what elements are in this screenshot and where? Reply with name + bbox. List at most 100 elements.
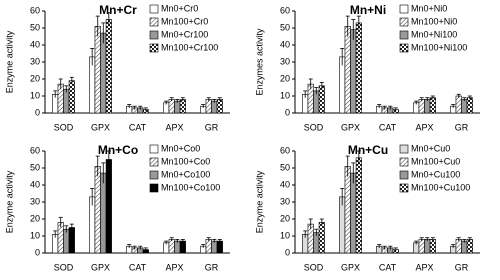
legend-swatch <box>399 17 409 27</box>
x-tick-label: CAT <box>379 122 397 132</box>
bar <box>100 172 107 254</box>
x-tick-label: GPX <box>91 122 110 132</box>
x-tick-label: SOD <box>304 262 324 272</box>
y-tick-label: 60 <box>30 145 40 155</box>
legend-label: Mn0+Ni0 <box>411 3 447 13</box>
bar <box>68 227 75 254</box>
bar <box>461 240 468 254</box>
x-tick-label: GR <box>205 122 219 132</box>
legend-swatch <box>399 183 409 193</box>
bar <box>211 240 218 254</box>
x-tick-label: APX <box>415 122 433 132</box>
bar <box>63 228 70 254</box>
y-tick-label: 30 <box>30 56 40 66</box>
bar <box>216 99 223 114</box>
bar <box>429 239 436 254</box>
y-tick-label: 10 <box>30 90 40 100</box>
x-tick-label: SOD <box>304 122 324 132</box>
legend-swatch <box>399 30 409 40</box>
y-tick-label: 30 <box>280 196 290 206</box>
legend-swatch <box>149 30 159 40</box>
chart-title: Mn+Co <box>98 143 138 157</box>
legend-swatch <box>149 157 159 167</box>
x-tick-label: GR <box>455 262 469 272</box>
y-tick-label: 20 <box>30 73 40 83</box>
y-tick-label: 20 <box>280 213 290 223</box>
legend-label: Mn0+Cr100 <box>161 29 208 39</box>
bar <box>94 166 101 254</box>
legend-swatch <box>149 183 159 193</box>
legend-swatch <box>399 4 409 14</box>
legend-label: Mn0+Co100 <box>161 169 210 179</box>
legend-label: Mn100+Ni0 <box>411 16 457 26</box>
y-axis-label: Enzyme activity <box>4 170 14 233</box>
bar <box>100 32 107 114</box>
y-tick-label: 60 <box>280 5 290 15</box>
bar <box>355 22 362 114</box>
bar <box>424 99 431 114</box>
bar <box>461 99 468 114</box>
bar <box>216 240 223 254</box>
y-tick-label: 60 <box>280 145 290 155</box>
bar <box>105 159 112 254</box>
bar <box>418 99 425 114</box>
bar <box>355 157 362 254</box>
bar <box>429 97 436 114</box>
x-tick-label: CAT <box>129 122 147 132</box>
x-tick-label: GPX <box>341 262 360 272</box>
legend-label: Mn0+Cu100 <box>411 169 460 179</box>
bar <box>179 240 186 254</box>
y-tick-label: 40 <box>30 179 40 189</box>
bar <box>211 100 218 114</box>
legend-swatch <box>149 17 159 27</box>
legend-swatch <box>149 144 159 154</box>
legend-swatch <box>149 43 159 53</box>
legend-label: Mn100+Cr0 <box>161 16 208 26</box>
legend-label: Mn100+Ni100 <box>411 42 467 52</box>
legend-label: Mn100+Cu0 <box>411 156 460 166</box>
x-tick-label: SOD <box>54 262 74 272</box>
y-tick-label: 0 <box>35 247 40 257</box>
bar <box>205 99 212 114</box>
y-tick-label: 10 <box>280 230 290 240</box>
bar <box>350 172 357 254</box>
legend-label: Mn0+Cr0 <box>161 3 198 13</box>
legend-swatch <box>399 157 409 167</box>
x-tick-label: CAT <box>379 262 397 272</box>
x-tick-label: APX <box>165 122 183 132</box>
y-tick-label: 0 <box>285 247 290 257</box>
bar <box>424 239 431 254</box>
y-tick-label: 30 <box>280 56 290 66</box>
bar <box>466 239 473 254</box>
x-tick-label: APX <box>165 262 183 272</box>
bar <box>455 239 462 254</box>
y-tick-label: 40 <box>30 39 40 49</box>
legend-swatch <box>149 4 159 14</box>
y-tick-label: 50 <box>280 22 290 32</box>
bar <box>174 100 181 114</box>
y-tick-label: 40 <box>280 39 290 49</box>
y-axis-label: Enzymes activity <box>254 28 264 96</box>
y-tick-label: 30 <box>30 196 40 206</box>
legend-label: Mn100+Cr100 <box>161 42 218 52</box>
y-tick-label: 20 <box>280 73 290 83</box>
x-tick-label: GPX <box>341 122 360 132</box>
x-tick-label: GPX <box>91 262 110 272</box>
y-tick-label: 10 <box>280 90 290 100</box>
bar <box>168 239 175 254</box>
bar <box>94 25 101 114</box>
legend-label: Mn100+Co100 <box>161 182 220 192</box>
legend-swatch <box>399 170 409 180</box>
y-axis-label: Enzyme activity <box>4 30 14 93</box>
chart-title: Mn+Cu <box>348 143 388 157</box>
bar <box>179 99 186 114</box>
bar <box>418 239 425 254</box>
bar <box>174 240 181 254</box>
bar <box>105 19 112 114</box>
y-tick-label: 20 <box>30 213 40 223</box>
y-tick-label: 0 <box>35 107 40 117</box>
y-tick-label: 40 <box>280 179 290 189</box>
legend-label: Mn100+Co0 <box>161 156 210 166</box>
x-tick-label: GR <box>455 122 469 132</box>
